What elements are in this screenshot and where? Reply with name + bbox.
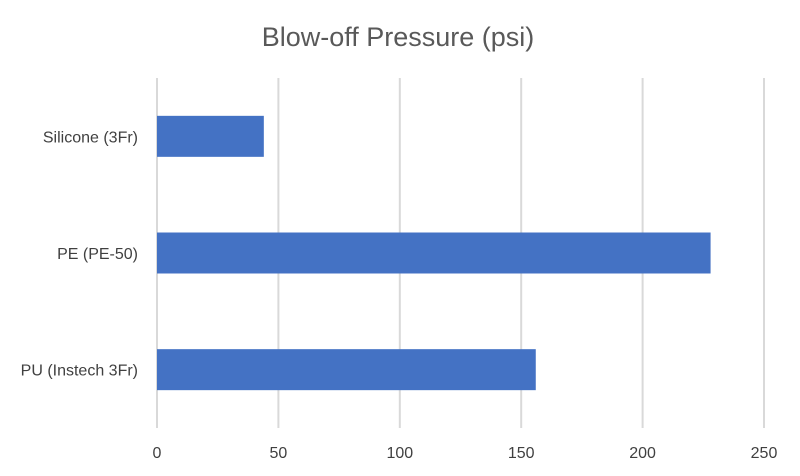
category-label: PU (Instech 3Fr) (21, 363, 138, 380)
bar (157, 349, 536, 391)
x-tick-label: 0 (153, 445, 162, 462)
category-labels: Silicone (3Fr) PE (PE-50) PU (Instech 3Fr) (21, 129, 138, 379)
x-tick-label: 50 (270, 445, 288, 462)
category-label: PE (PE-50) (57, 246, 138, 263)
bar (157, 115, 264, 157)
bars (157, 115, 711, 391)
x-axis-tick-labels: 0 50 100 150 200 250 (153, 445, 778, 462)
chart-title: Blow-off Pressure (psi) (262, 22, 535, 52)
x-tick-label: 100 (386, 445, 413, 462)
x-tick-label: 200 (629, 445, 656, 462)
x-tick-label: 150 (508, 445, 535, 462)
x-tick-label: 250 (751, 445, 778, 462)
category-label: Silicone (3Fr) (43, 129, 138, 146)
bar (157, 232, 711, 274)
